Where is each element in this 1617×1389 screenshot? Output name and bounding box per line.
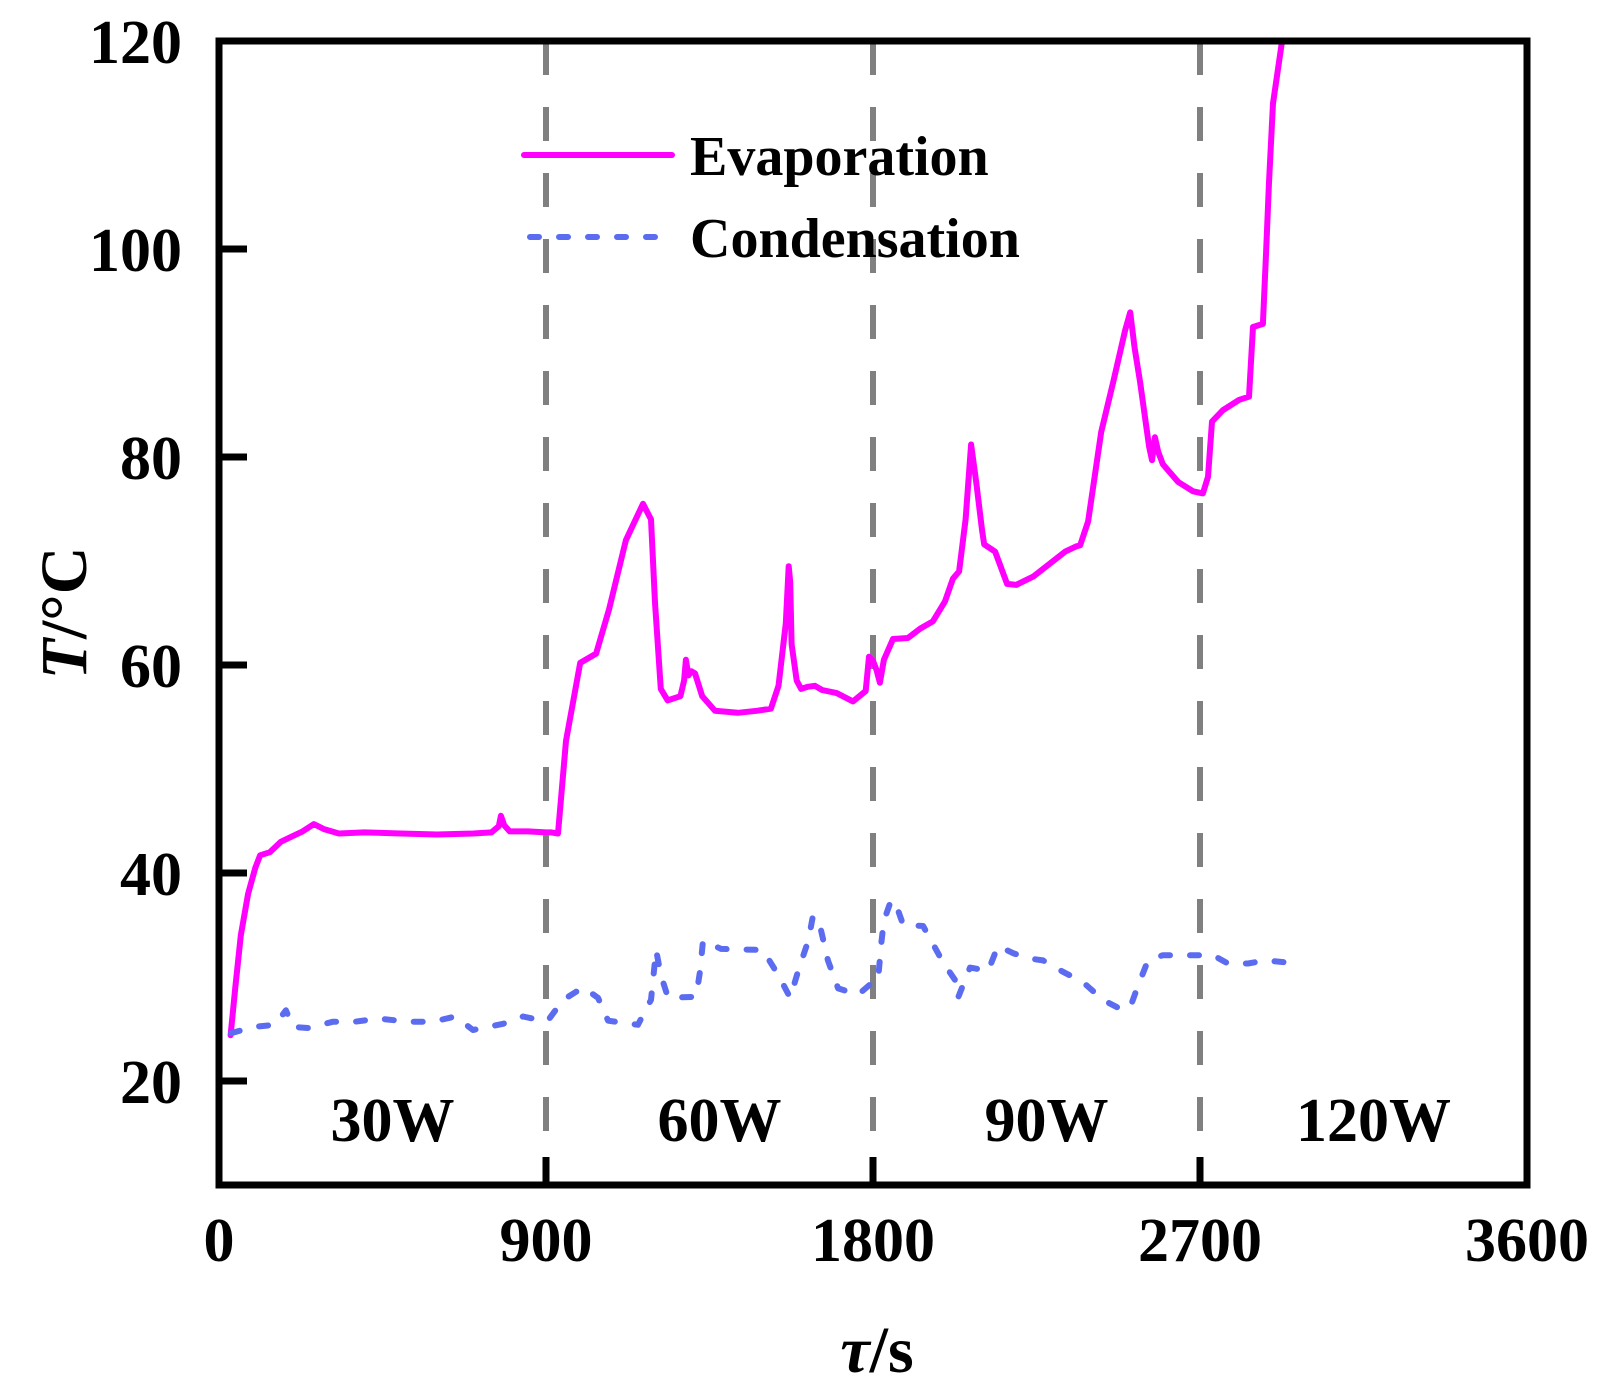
y-tick-labels: 20 40 60 80 100 120	[89, 9, 182, 1117]
series-line-evaporation	[227, 44, 1285, 1039]
series-line-condensation	[228, 897, 1290, 1037]
axis-ticks	[219, 245, 1204, 1185]
y-tick-label-60: 60	[120, 633, 182, 701]
power-step-divider-lines	[543, 41, 1203, 1185]
legend: Evaporation Condensation	[521, 126, 1020, 270]
legend-label-condensation: Condensation	[690, 208, 1020, 270]
region-label-30w: 30W	[331, 1087, 455, 1155]
region-label-60w: 60W	[658, 1087, 782, 1155]
y-tick-label-100: 100	[89, 217, 182, 285]
x-axis-symbol: τ	[840, 1314, 871, 1387]
series-layer	[227, 44, 1290, 1039]
region-label-90w: 90W	[985, 1087, 1109, 1155]
x-tick-label-2700: 2700	[1138, 1207, 1262, 1275]
y-axis-unit: /°C	[28, 547, 101, 640]
y-axis-symbol: T	[28, 636, 101, 679]
y-tick-label-80: 80	[120, 425, 182, 493]
region-label-120w: 120W	[1296, 1087, 1451, 1155]
power-region-labels: 30W 60W 90W 120W	[331, 1087, 1452, 1155]
legend-label-evaporation: Evaporation	[690, 126, 989, 188]
x-tick-label-3600: 3600	[1465, 1207, 1589, 1275]
y-tick-label-20: 20	[120, 1049, 182, 1117]
x-tick-label-1800: 1800	[811, 1207, 935, 1275]
x-axis-unit: /s	[869, 1314, 914, 1387]
x-tick-label-900: 900	[500, 1207, 593, 1275]
x-axis-title: τ/s	[840, 1314, 913, 1387]
y-tick-label-40: 40	[120, 841, 182, 909]
y-tick-label-120: 120	[89, 9, 182, 77]
x-tick-labels: 0 900 1800 2700 3600	[204, 1207, 1590, 1275]
x-tick-label-0: 0	[204, 1207, 235, 1275]
y-axis-title: T/°C	[28, 547, 101, 680]
